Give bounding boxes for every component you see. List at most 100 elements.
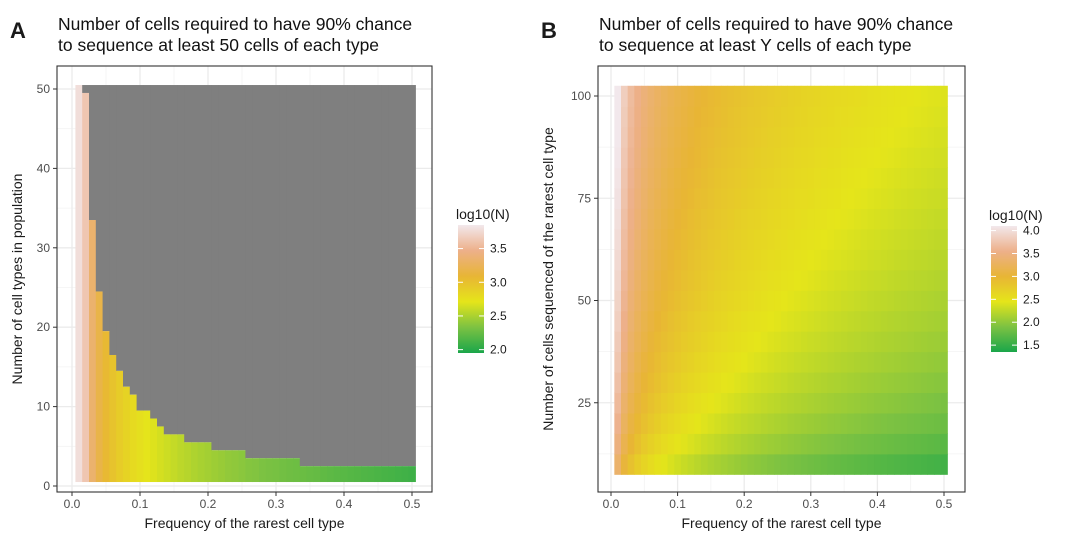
panel-b-heat-cell <box>774 208 782 230</box>
panel-a-heat-cell <box>408 466 416 483</box>
panel-b-heat-cell <box>880 269 888 291</box>
panel-b-y-tick-label: 25 <box>578 396 592 410</box>
panel-b-heat-cell <box>620 351 629 373</box>
panel-b-heat-cell <box>634 310 642 332</box>
panel-b-heat-cell <box>647 85 655 107</box>
panel-a-heat-cell <box>245 458 253 483</box>
panel-b-heat-cell <box>654 188 662 209</box>
panel-b-heat-cell <box>927 392 935 414</box>
panel-b-heat-cell <box>940 106 948 128</box>
panel-b-heat-cell <box>707 453 715 475</box>
panel-b-heat-cell <box>940 331 948 353</box>
panel-b-heat-cell <box>847 249 855 271</box>
panel-b-heat-cell <box>887 188 895 209</box>
panel-b-heat-cell <box>680 331 689 353</box>
panel-b-heat-cell <box>834 147 842 169</box>
panel-b-heat-cell <box>614 228 622 250</box>
panel-b-heat-cell <box>760 167 769 189</box>
panel-b-heat-cell <box>880 412 888 434</box>
panel-b-heat-cell <box>807 351 815 373</box>
panel-b-heat-cell <box>720 85 729 107</box>
panel-b-heat-cell <box>720 208 729 230</box>
panel-b-heat-cell <box>867 412 875 434</box>
panel-a-na-cell <box>157 85 165 427</box>
panel-b-heat-cell <box>647 453 655 475</box>
panel-b-heat-cell <box>647 290 655 312</box>
panel-b-heat-cell <box>754 351 762 373</box>
panel-b-heat-cell <box>867 147 875 169</box>
panel-b-heat-cell <box>660 188 669 209</box>
panel-b-heat-cell <box>847 147 855 169</box>
panel-b-heat-cell <box>720 188 729 209</box>
panel-b-heat-cell <box>780 228 788 250</box>
panel-a-heat-cell <box>225 450 233 483</box>
panel-b-heat-cell <box>914 106 922 128</box>
panel-b-chart: 0.0 0.1 0.2 0.3 0.4 0.5 25 50 75 100 Frequency of … <box>540 65 1043 531</box>
panel-b-heat-cell <box>740 453 749 475</box>
panel-b-heat-cell <box>674 147 682 169</box>
panel-b-heat-cell <box>760 106 769 128</box>
panel-b-heat-cell <box>787 310 795 332</box>
panel-b-heat-cell <box>840 433 848 455</box>
panel-b-heat-cell <box>894 126 902 148</box>
panel-b-heat-cell <box>860 249 868 271</box>
panel-b-heat-cell <box>747 249 755 271</box>
panel-a-na-cell <box>395 85 403 467</box>
panel-b-heat-cell <box>907 412 915 434</box>
panel-b-heat-cell <box>800 372 808 394</box>
panel-b-heat-cell <box>620 208 629 230</box>
panel-b-heat-cell <box>740 126 749 148</box>
panel-b-heat-cell <box>754 106 762 128</box>
panel-b-heat-cell <box>627 310 635 332</box>
panel-b-heat-cell <box>620 249 629 271</box>
panel-b-heat-cell <box>827 228 835 250</box>
panel-b-heat-cell <box>687 331 695 353</box>
panel-b-heat-cell <box>774 126 782 148</box>
panel-b-heat-cell <box>640 208 649 230</box>
panel-b-heat-cell <box>854 433 862 455</box>
panel-a-na-cell <box>225 85 233 451</box>
panel-b-heat-cell <box>934 310 942 332</box>
panel-b-heat-cell <box>700 310 709 332</box>
panel-b-heat-cell <box>674 392 682 414</box>
panel-b-heat-cell <box>707 249 715 271</box>
panel-b-heat-cell <box>774 147 782 169</box>
panel-b-heat-cell <box>860 85 868 107</box>
panel-b-heat-cell <box>787 372 795 394</box>
panel-b-heat-cell <box>907 106 915 128</box>
panel-b-heat-cell <box>934 453 942 475</box>
panel-b-heat-cell <box>827 85 835 107</box>
panel-a-y-tick-label: 50 <box>37 82 51 96</box>
panel-b-heat-cell <box>720 290 729 312</box>
panel-b-heat-cell <box>767 392 775 414</box>
panel-a-heat-cell <box>354 466 362 483</box>
panel-a-x-tick-label: 0.4 <box>336 497 353 511</box>
panel-b-heat-cell <box>620 106 629 128</box>
panel-b-heat-cell <box>880 208 888 230</box>
panel-b-heat-cell <box>827 188 835 209</box>
panel-b-heat-cell <box>927 249 935 271</box>
panel-b-heat-cell <box>854 290 862 312</box>
panel-a-heat-cell <box>340 466 348 483</box>
panel-b-heat-cell <box>647 331 655 353</box>
panel-b-heat-cell <box>800 290 808 312</box>
panel-b-heat-cell <box>674 290 682 312</box>
panel-b-heat-cell <box>754 392 762 414</box>
panel-b-heat-cell <box>927 269 935 291</box>
panel-b-heat-cell <box>900 228 908 250</box>
panel-b-heat-cell <box>760 351 769 373</box>
panel-b-heat-cell <box>694 126 702 148</box>
panel-b-heat-cell <box>747 126 755 148</box>
panel-b-heat-cell <box>807 310 815 332</box>
panel-b-heat-cell <box>714 372 722 394</box>
panel-b-heat-cell <box>760 85 769 107</box>
panel-b-heat-cell <box>687 249 695 271</box>
panel-b-heat-cell <box>834 392 842 414</box>
panel-b-heat-cell <box>894 188 902 209</box>
panel-b-heat-cell <box>894 208 902 230</box>
panel-b-heat-cell <box>920 126 928 148</box>
panel-b-heat-cell <box>707 372 715 394</box>
panel-b-heat-cell <box>774 269 782 291</box>
panel-b-heat-cell <box>767 351 775 373</box>
panel-b-heat-cell <box>827 167 835 189</box>
